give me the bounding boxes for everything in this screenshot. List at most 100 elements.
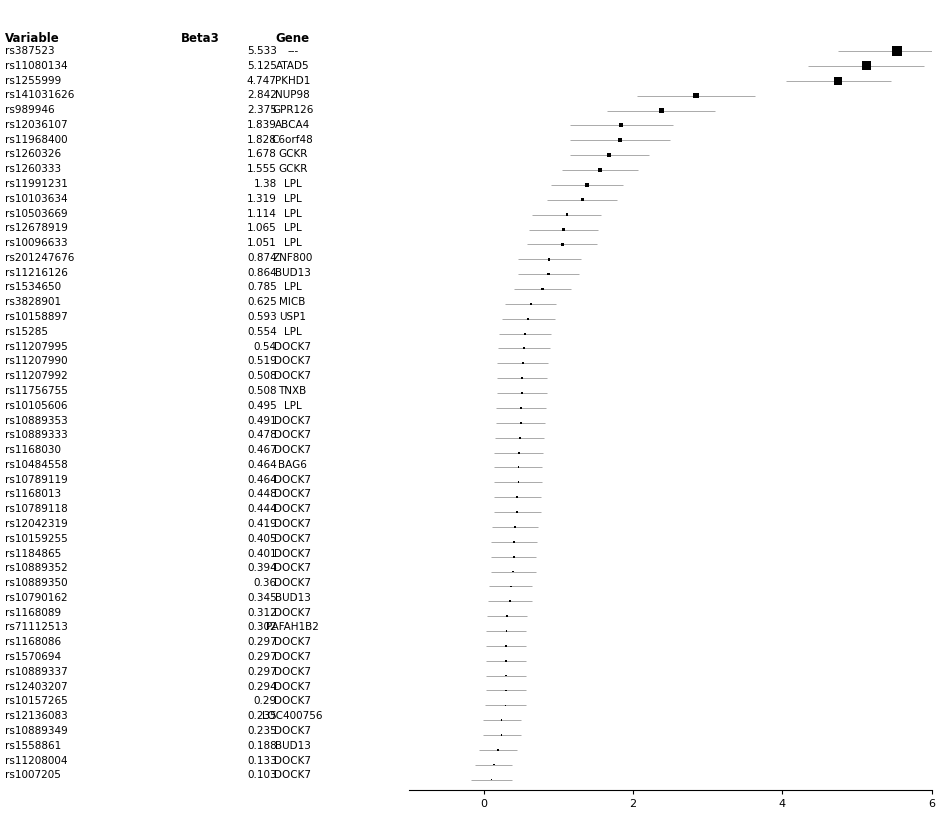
Text: rs1184865: rs1184865	[5, 549, 61, 559]
Text: LPL: LPL	[284, 223, 301, 234]
Text: DOCK7: DOCK7	[274, 756, 311, 765]
Text: 0.312: 0.312	[247, 607, 277, 618]
Text: LPL: LPL	[284, 401, 301, 411]
Bar	[518, 452, 519, 453]
Bar	[523, 347, 525, 350]
Text: rs10789119: rs10789119	[5, 475, 68, 485]
Text: 2.375: 2.375	[247, 105, 277, 115]
Text: DOCK7: DOCK7	[274, 534, 311, 544]
Bar	[561, 243, 564, 246]
Text: ---: ---	[287, 46, 298, 56]
Bar	[497, 749, 499, 751]
Text: 1.065: 1.065	[247, 223, 277, 234]
Bar	[694, 93, 699, 99]
Text: DOCK7: DOCK7	[274, 637, 311, 647]
Bar	[562, 228, 565, 231]
Bar	[518, 467, 519, 468]
Text: GPR126: GPR126	[272, 105, 313, 115]
Text: TNXB: TNXB	[279, 386, 307, 396]
Text: rs1168089: rs1168089	[5, 607, 61, 618]
Text: rs11756755: rs11756755	[5, 386, 68, 396]
Text: rs11968400: rs11968400	[5, 135, 68, 145]
Text: LPL: LPL	[284, 193, 301, 204]
Text: rs201247676: rs201247676	[5, 253, 74, 263]
Bar	[517, 496, 518, 498]
Text: rs11207992: rs11207992	[5, 371, 68, 381]
Text: rs11207995: rs11207995	[5, 342, 68, 351]
Text: ZNF800: ZNF800	[273, 253, 312, 263]
Bar	[547, 273, 550, 276]
Bar	[501, 719, 502, 721]
Text: Beta3: Beta3	[181, 32, 219, 45]
Bar	[530, 303, 532, 305]
Text: 0.785: 0.785	[247, 282, 277, 292]
Text: DOCK7: DOCK7	[274, 652, 311, 662]
Text: rs10105606: rs10105606	[5, 401, 67, 411]
Bar	[521, 377, 523, 379]
Text: DOCK7: DOCK7	[274, 578, 311, 588]
Text: 0.297: 0.297	[247, 652, 277, 662]
Text: GCKR: GCKR	[278, 165, 308, 174]
Text: 1.678: 1.678	[247, 150, 277, 160]
Text: rs11080134: rs11080134	[5, 61, 68, 71]
Text: 1.839: 1.839	[247, 120, 277, 130]
Text: 2.842: 2.842	[247, 91, 277, 100]
Text: rs1260326: rs1260326	[5, 150, 61, 160]
Text: 0.29: 0.29	[253, 696, 277, 706]
Text: DOCK7: DOCK7	[274, 490, 311, 500]
Text: 0.519: 0.519	[247, 356, 277, 366]
Bar	[513, 541, 515, 542]
Bar	[517, 511, 518, 513]
Text: DOCK7: DOCK7	[274, 696, 311, 706]
Text: rs141031626: rs141031626	[5, 91, 74, 100]
Text: 0.495: 0.495	[247, 401, 277, 411]
Text: DOCK7: DOCK7	[274, 607, 311, 618]
Text: 0.444: 0.444	[247, 504, 277, 514]
Text: Gene: Gene	[276, 32, 310, 45]
Text: DOCK7: DOCK7	[274, 504, 311, 514]
Bar	[524, 332, 526, 335]
Text: 0.345: 0.345	[247, 593, 277, 603]
Text: 0.235: 0.235	[247, 711, 277, 721]
Text: rs989946: rs989946	[5, 105, 55, 115]
Text: 0.467: 0.467	[247, 445, 277, 455]
Bar	[491, 779, 492, 780]
Bar	[520, 407, 522, 409]
Text: rs10790162: rs10790162	[5, 593, 68, 603]
Text: 0.394: 0.394	[247, 564, 277, 574]
Text: rs10889349: rs10889349	[5, 726, 68, 736]
Bar	[521, 392, 523, 394]
Text: 0.419: 0.419	[247, 519, 277, 529]
Bar	[541, 288, 544, 291]
Text: USP1: USP1	[279, 312, 306, 322]
Text: DOCK7: DOCK7	[274, 681, 311, 691]
Text: 0.491: 0.491	[247, 416, 277, 425]
Text: GCKR: GCKR	[278, 150, 308, 160]
Text: DOCK7: DOCK7	[274, 726, 311, 736]
Text: rs10889337: rs10889337	[5, 667, 68, 677]
Text: rs11991231: rs11991231	[5, 179, 68, 189]
Text: rs12136083: rs12136083	[5, 711, 68, 721]
Text: 0.874: 0.874	[247, 253, 277, 263]
Bar	[585, 184, 588, 187]
Text: 1.114: 1.114	[247, 208, 277, 219]
Text: rs10889352: rs10889352	[5, 564, 68, 574]
Text: C6orf48: C6orf48	[272, 135, 313, 145]
Text: rs71112513: rs71112513	[5, 622, 68, 633]
Text: rs1007205: rs1007205	[5, 770, 60, 780]
Text: 1.319: 1.319	[247, 193, 277, 204]
Text: DOCK7: DOCK7	[274, 549, 311, 559]
Text: DOCK7: DOCK7	[274, 356, 311, 366]
Text: DOCK7: DOCK7	[274, 430, 311, 440]
Text: 0.36: 0.36	[253, 578, 277, 588]
Text: LPL: LPL	[284, 282, 301, 292]
Text: rs12678919: rs12678919	[5, 223, 68, 234]
Text: rs1260333: rs1260333	[5, 165, 61, 174]
Bar	[505, 675, 507, 677]
Text: rs1558861: rs1558861	[5, 741, 61, 751]
Text: 1.828: 1.828	[247, 135, 277, 145]
Text: 0.625: 0.625	[247, 297, 277, 307]
Text: BUD13: BUD13	[275, 267, 311, 277]
Text: rs10158897: rs10158897	[5, 312, 68, 322]
Text: PAFAH1B2: PAFAH1B2	[266, 622, 319, 633]
